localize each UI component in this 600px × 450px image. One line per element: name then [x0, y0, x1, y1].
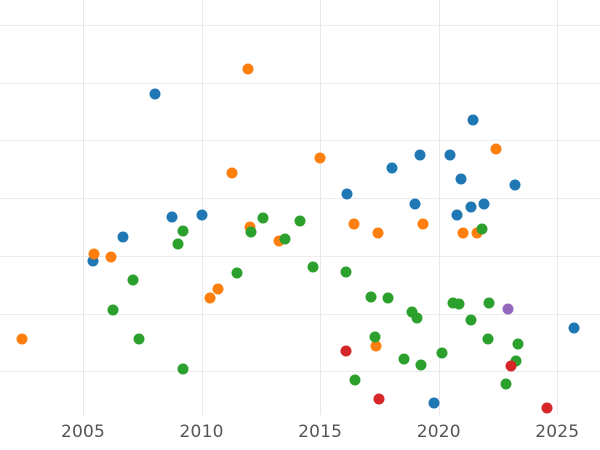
- data-point-green[interactable]: [369, 331, 381, 343]
- data-point-red[interactable]: [505, 360, 517, 372]
- data-point-blue[interactable]: [149, 88, 161, 100]
- gridline-y-1: [0, 82, 600, 84]
- data-point-orange[interactable]: [212, 283, 224, 295]
- data-point-green[interactable]: [398, 353, 410, 365]
- x-tick-label-2020: 2020: [416, 422, 461, 442]
- data-point-orange[interactable]: [204, 292, 216, 304]
- data-point-red[interactable]: [373, 393, 385, 405]
- data-point-blue[interactable]: [166, 211, 178, 223]
- gridline-x-2010: [201, 0, 203, 415]
- data-point-orange[interactable]: [16, 333, 28, 345]
- gridline-x-2020: [438, 0, 440, 415]
- data-point-orange[interactable]: [105, 251, 117, 263]
- data-point-blue[interactable]: [117, 231, 129, 243]
- data-point-purple[interactable]: [502, 303, 514, 315]
- data-point-green[interactable]: [476, 223, 488, 235]
- data-point-red[interactable]: [340, 345, 352, 357]
- data-point-blue[interactable]: [409, 198, 421, 210]
- data-point-blue[interactable]: [455, 173, 467, 185]
- data-point-green[interactable]: [447, 297, 459, 309]
- data-point-blue[interactable]: [465, 201, 477, 213]
- data-point-blue[interactable]: [509, 179, 521, 191]
- x-tick-label-2010: 2010: [179, 422, 224, 442]
- data-point-blue[interactable]: [196, 209, 208, 221]
- gridline-y-0: [0, 25, 600, 26]
- data-point-blue[interactable]: [414, 149, 426, 161]
- gridline-y-4: [0, 255, 600, 257]
- data-point-green[interactable]: [127, 274, 139, 286]
- data-point-red[interactable]: [541, 402, 553, 414]
- data-point-green[interactable]: [500, 378, 512, 390]
- data-point-green[interactable]: [406, 306, 418, 318]
- data-point-blue[interactable]: [444, 149, 456, 161]
- data-point-orange[interactable]: [226, 167, 238, 179]
- gridline-y-5: [0, 313, 600, 315]
- data-point-orange[interactable]: [348, 218, 360, 230]
- data-point-green[interactable]: [245, 226, 257, 238]
- x-tick-label-2015: 2015: [298, 422, 343, 442]
- data-point-green[interactable]: [411, 312, 423, 324]
- data-point-blue[interactable]: [451, 209, 463, 221]
- data-point-orange[interactable]: [273, 235, 285, 247]
- data-point-blue[interactable]: [568, 322, 580, 334]
- data-point-green[interactable]: [257, 212, 269, 224]
- gridline-x-2005: [83, 0, 84, 415]
- gridline-y-3: [0, 198, 600, 200]
- gridline-x-2025: [557, 0, 559, 415]
- gridline-y-6: [0, 371, 600, 373]
- data-point-orange[interactable]: [471, 227, 483, 239]
- data-point-green[interactable]: [482, 333, 494, 345]
- data-point-green[interactable]: [483, 297, 495, 309]
- x-tick-label-2005: 2005: [60, 422, 106, 442]
- data-point-orange[interactable]: [417, 218, 429, 230]
- data-point-orange[interactable]: [370, 340, 382, 352]
- data-point-blue[interactable]: [428, 397, 440, 409]
- data-point-green[interactable]: [172, 238, 184, 250]
- data-point-blue[interactable]: [341, 188, 353, 200]
- data-point-green[interactable]: [436, 347, 448, 359]
- gridline-y-2: [0, 140, 600, 142]
- data-point-orange[interactable]: [490, 143, 502, 155]
- data-point-orange[interactable]: [372, 227, 384, 239]
- data-point-green[interactable]: [365, 291, 377, 303]
- data-point-green[interactable]: [340, 266, 352, 278]
- data-point-green[interactable]: [177, 225, 189, 237]
- data-point-green[interactable]: [107, 304, 119, 316]
- data-point-blue[interactable]: [478, 198, 490, 210]
- data-point-green[interactable]: [465, 314, 477, 326]
- data-point-green[interactable]: [294, 215, 306, 227]
- data-point-green[interactable]: [453, 298, 465, 310]
- x-tick-label-2025: 2025: [535, 422, 580, 442]
- plot-area: [0, 0, 600, 415]
- data-point-blue[interactable]: [386, 162, 398, 174]
- data-point-orange[interactable]: [457, 227, 469, 239]
- data-point-green[interactable]: [349, 374, 361, 386]
- data-point-green[interactable]: [307, 261, 319, 273]
- data-point-green[interactable]: [279, 233, 291, 245]
- data-point-blue[interactable]: [87, 255, 99, 267]
- data-point-green[interactable]: [510, 355, 522, 367]
- x-axis: 2005 2010 2015 2020 2025: [0, 415, 600, 450]
- data-point-green[interactable]: [382, 292, 394, 304]
- data-point-green[interactable]: [512, 338, 524, 350]
- data-point-orange[interactable]: [242, 63, 254, 75]
- data-point-green[interactable]: [415, 359, 427, 371]
- data-point-orange[interactable]: [244, 221, 256, 233]
- data-point-orange[interactable]: [314, 152, 326, 164]
- gridline-x-2015: [320, 0, 322, 415]
- data-point-green[interactable]: [133, 333, 145, 345]
- data-point-green[interactable]: [177, 363, 189, 375]
- data-point-blue[interactable]: [467, 114, 479, 126]
- data-point-green[interactable]: [231, 267, 243, 279]
- data-point-orange[interactable]: [88, 248, 100, 260]
